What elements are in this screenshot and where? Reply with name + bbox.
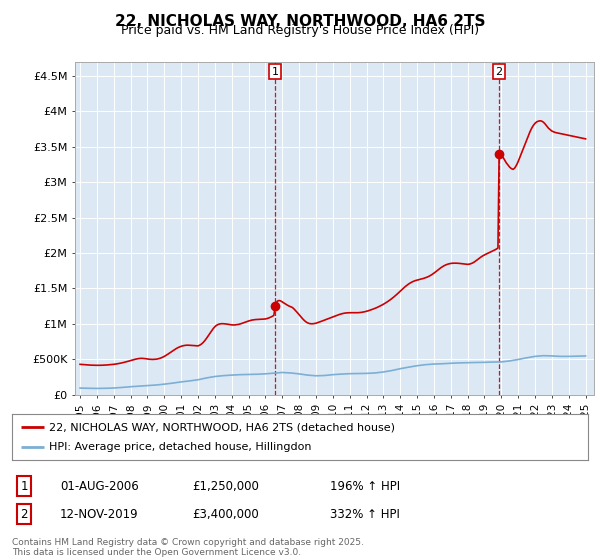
Text: 196% ↑ HPI: 196% ↑ HPI <box>330 479 400 493</box>
Text: 2: 2 <box>20 507 28 521</box>
Text: 01-AUG-2006: 01-AUG-2006 <box>60 479 139 493</box>
Text: 2: 2 <box>496 67 503 77</box>
Text: 1: 1 <box>20 479 28 493</box>
Text: £1,250,000: £1,250,000 <box>192 479 259 493</box>
Text: 1: 1 <box>272 67 278 77</box>
Text: 22, NICHOLAS WAY, NORTHWOOD, HA6 2TS: 22, NICHOLAS WAY, NORTHWOOD, HA6 2TS <box>115 14 485 29</box>
Text: 12-NOV-2019: 12-NOV-2019 <box>60 507 139 521</box>
Text: 22, NICHOLAS WAY, NORTHWOOD, HA6 2TS (detached house): 22, NICHOLAS WAY, NORTHWOOD, HA6 2TS (de… <box>49 422 395 432</box>
Text: 332% ↑ HPI: 332% ↑ HPI <box>330 507 400 521</box>
Text: HPI: Average price, detached house, Hillingdon: HPI: Average price, detached house, Hill… <box>49 442 312 452</box>
Text: £3,400,000: £3,400,000 <box>192 507 259 521</box>
Text: Contains HM Land Registry data © Crown copyright and database right 2025.
This d: Contains HM Land Registry data © Crown c… <box>12 538 364 557</box>
Text: Price paid vs. HM Land Registry's House Price Index (HPI): Price paid vs. HM Land Registry's House … <box>121 24 479 37</box>
